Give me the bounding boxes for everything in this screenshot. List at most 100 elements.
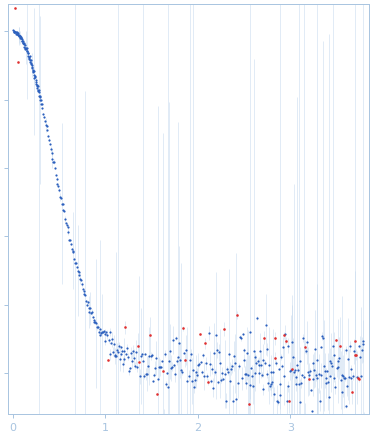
Point [208, 377, 214, 384]
Point [67, 237, 73, 244]
Point [75, 268, 81, 275]
Point [151, 371, 157, 378]
Point [182, 349, 188, 356]
Point [45, 132, 51, 139]
Point [19, 38, 25, 45]
Point [353, 351, 359, 358]
Point [29, 65, 35, 72]
Point [192, 376, 198, 383]
Point [26, 54, 32, 61]
Point [214, 347, 220, 354]
Point [37, 93, 43, 100]
Point [175, 357, 181, 364]
Point [303, 348, 309, 355]
Point [31, 68, 37, 75]
Point [146, 353, 152, 360]
Point [240, 330, 246, 337]
Point [246, 400, 252, 407]
Point [280, 343, 286, 350]
Point [19, 36, 25, 43]
Point [280, 372, 286, 379]
Point [272, 354, 278, 361]
Point [301, 343, 307, 350]
Point [205, 378, 211, 385]
Point [100, 328, 106, 335]
Point [22, 43, 28, 50]
Point [79, 281, 85, 288]
Point [296, 381, 302, 388]
Point [36, 87, 42, 94]
Point [176, 340, 182, 347]
Point [341, 375, 347, 382]
Point [268, 381, 274, 388]
Point [91, 319, 97, 326]
Point [179, 368, 185, 375]
Point [194, 371, 200, 378]
Point [33, 80, 39, 87]
Point [111, 341, 117, 348]
Point [227, 378, 233, 385]
Point [165, 384, 171, 391]
Point [310, 359, 316, 366]
Point [188, 350, 194, 357]
Point [255, 358, 261, 365]
Point [19, 38, 25, 45]
Point [18, 35, 24, 42]
Point [95, 323, 101, 330]
Point [118, 344, 124, 351]
Point [13, 30, 19, 37]
Point [242, 371, 248, 378]
Point [186, 357, 192, 364]
Point [265, 380, 271, 387]
Point [36, 92, 42, 99]
Point [66, 236, 72, 243]
Point [81, 291, 87, 298]
Point [136, 359, 142, 366]
Point [184, 346, 189, 353]
Point [261, 334, 267, 341]
Point [13, 28, 19, 35]
Point [116, 342, 122, 349]
Point [112, 353, 117, 360]
Point [191, 384, 197, 391]
Point [275, 399, 281, 406]
Point [23, 44, 29, 51]
Point [355, 343, 361, 350]
Point [357, 354, 363, 361]
Point [73, 259, 79, 266]
Point [55, 182, 61, 189]
Point [147, 332, 153, 339]
Point [82, 291, 88, 298]
Point [89, 309, 95, 316]
Point [167, 348, 173, 355]
Point [114, 346, 120, 353]
Point [159, 357, 165, 364]
Point [351, 337, 357, 344]
Point [231, 353, 237, 360]
Point [29, 63, 35, 70]
Point [155, 375, 161, 382]
Point [109, 336, 115, 343]
Point [77, 275, 83, 282]
Point [249, 373, 255, 380]
Point [38, 101, 44, 108]
Point [253, 369, 258, 376]
Point [103, 329, 109, 336]
Point [94, 323, 100, 330]
Point [24, 48, 30, 55]
Point [244, 350, 250, 357]
Point [354, 374, 360, 381]
Point [106, 336, 112, 343]
Point [36, 88, 42, 95]
Point [287, 368, 293, 375]
Point [220, 376, 226, 383]
Point [23, 46, 29, 53]
Point [38, 100, 44, 107]
Point [298, 379, 304, 386]
Point [24, 48, 30, 55]
Point [358, 373, 364, 380]
Point [281, 332, 287, 339]
Point [203, 360, 209, 367]
Point [31, 68, 37, 75]
Point [90, 313, 96, 320]
